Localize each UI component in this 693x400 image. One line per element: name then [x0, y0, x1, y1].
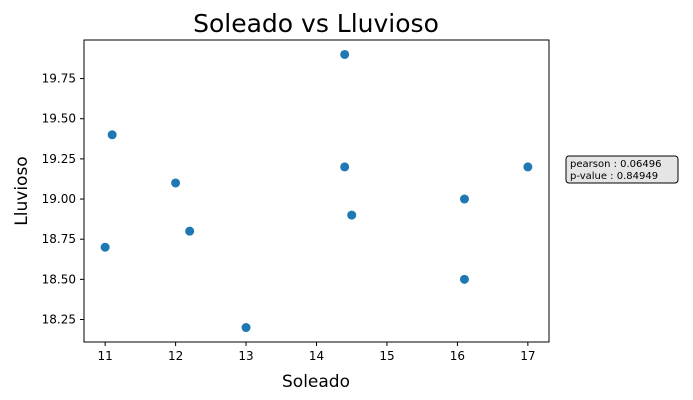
data-point [459, 274, 469, 284]
x-tick-label: 14 [309, 349, 324, 363]
y-tick-label: 19.00 [42, 192, 76, 206]
y-tick-label: 19.50 [42, 112, 76, 126]
y-axis-title: Lluvioso [12, 156, 32, 225]
x-tick-label: 11 [97, 349, 112, 363]
plot-frame [83, 39, 550, 343]
y-axis: 18.25 18.50 18.75 19.00 19.25 19.50 19.75 [42, 72, 84, 327]
chart-title: Soleado vs Lluvioso [193, 9, 439, 38]
y-tick-label: 19.75 [42, 72, 76, 86]
stats-box-background [565, 155, 679, 184]
data-point [340, 162, 350, 172]
data-point [523, 162, 533, 172]
x-tick-label: 13 [238, 349, 253, 363]
y-tick-label: 18.75 [42, 232, 76, 246]
x-tick-label: 12 [168, 349, 183, 363]
data-point [107, 130, 117, 140]
x-axis-title: Soleado [282, 372, 350, 392]
data-point [459, 194, 469, 204]
y-tick-label: 18.50 [42, 272, 76, 286]
stats-annotation: pearson : 0.06496 p-value : 0.84949 [565, 155, 679, 184]
x-tick-label: 16 [450, 349, 465, 363]
y-tick-label: 18.25 [42, 313, 76, 327]
data-point [100, 242, 110, 252]
data-point [347, 210, 357, 220]
data-point [340, 49, 350, 59]
data-points [100, 49, 533, 333]
x-tick-label: 15 [379, 349, 394, 363]
data-point [241, 323, 251, 333]
x-axis: 11 12 13 14 15 16 17 [97, 342, 536, 363]
x-tick-label: 17 [520, 349, 535, 363]
data-point [185, 226, 195, 236]
data-point [171, 178, 181, 188]
p-value-label: p-value : 0.84949 [570, 171, 658, 182]
pearson-label: pearson : 0.06496 [570, 159, 661, 170]
y-tick-label: 19.25 [42, 152, 76, 166]
